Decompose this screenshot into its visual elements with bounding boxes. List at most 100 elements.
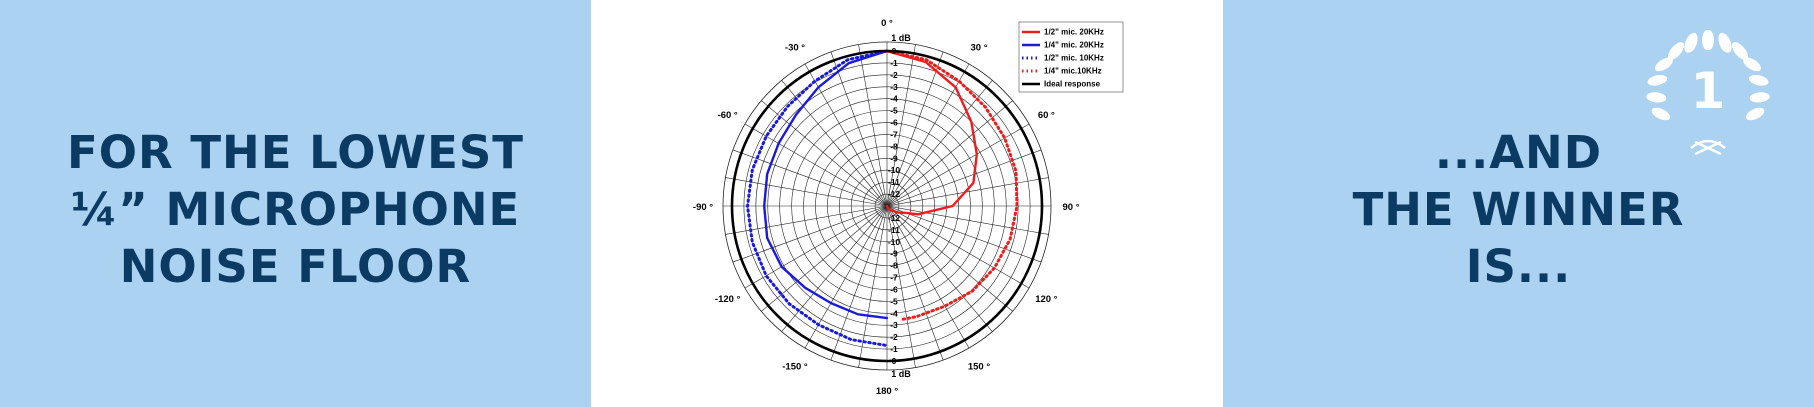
radial-tick-label: -1 (890, 58, 898, 68)
left-heading-line: FOR THE LOWEST (67, 126, 524, 179)
laurel-wreath-icon: 1 (1646, 30, 1770, 156)
radial-tick-label: -12 (888, 189, 901, 199)
grid-spoke (886, 205, 916, 368)
laurel-ribbon (1690, 139, 1726, 156)
legend-entry: 1/4" mic.10KHz (1044, 67, 1102, 76)
radial-tick-label: -8 (890, 141, 898, 151)
winner-number: 1 (1691, 62, 1726, 120)
angle-label: -30 ° (785, 43, 805, 54)
radial-tick-label: -8 (890, 261, 898, 271)
right-panel: ...AND THE WINNER IS... 1 (1223, 0, 1814, 407)
laurel-leaf (1655, 57, 1673, 72)
grid-spoke (886, 205, 1013, 312)
polar-chart: 00-1-1-2-2-3-3-4-4-5-5-6-6-7-7-8-8-9-9-1… (693, 18, 1124, 397)
radial-tick-label: -2 (890, 332, 898, 342)
legend-entry: 1/2" mic. 10KHz (1044, 54, 1104, 63)
angle-label: 180 ° (876, 386, 898, 397)
angle-label: -150 ° (782, 361, 808, 372)
polar-chart-panel: 0 0 -1 -1 -2 -2 -3 -3 -4 -4 -5 -5 -6 -6 -7 -7 -8 -8 -9 -9 -1… (591, 0, 1223, 407)
angle-label: -60 ° (718, 110, 738, 121)
laurel-leaf (1748, 74, 1769, 86)
radial-tick-label: -6 (890, 118, 898, 128)
series-line (885, 49, 978, 216)
laurel-leaf (1732, 41, 1747, 60)
radial-tick-label: -5 (890, 106, 898, 116)
laurel-leaf (1667, 43, 1683, 60)
grid-spoke (886, 205, 993, 332)
radial-tick-label: -10 (888, 237, 901, 247)
legend-entry: 1/4" mic. 20KHz (1044, 41, 1104, 50)
laurel-leaf (1647, 74, 1668, 86)
radial-tick-label: -4 (890, 308, 898, 318)
radial-tick-label: -5 (890, 296, 898, 306)
laurel-leaf (1749, 92, 1770, 103)
radial-tick-label: -6 (890, 284, 898, 294)
grid-spoke (886, 44, 916, 207)
series-line (730, 49, 1044, 363)
radial-tick-label: 0 (892, 46, 897, 56)
series-line (746, 49, 889, 347)
laurel-leaf (1745, 107, 1765, 121)
grid-spoke (886, 205, 1042, 263)
radial-tick-label: -7 (890, 273, 898, 283)
laurel-leaf (1702, 30, 1713, 50)
grid-spoke (886, 205, 1030, 289)
left-heading-line: ¼” MICROPHONE (70, 183, 521, 236)
angle-label: 120 ° (1035, 294, 1057, 305)
grid-spoke (725, 177, 888, 207)
grid-spoke (886, 123, 1030, 207)
radial-tick-label: -7 (890, 129, 898, 139)
angle-label: -120 ° (715, 294, 741, 305)
grid-spoke (744, 205, 888, 289)
radial-tick-label: -3 (890, 320, 898, 330)
right-heading-line: IS... (1465, 240, 1572, 293)
laurel-leaf (1651, 107, 1671, 121)
angle-label: 90 ° (1062, 202, 1079, 213)
radial-tick-label: 0 (892, 356, 897, 366)
grid-spoke (886, 205, 970, 349)
laurel-leaf (1684, 33, 1697, 53)
radial-tick-label: -11 (888, 177, 900, 187)
grid-spoke (858, 44, 888, 207)
radial-tick-label: -3 (890, 82, 898, 92)
left-heading-line: NOISE FLOOR (119, 240, 472, 293)
right-heading: ...AND THE WINNER IS... (1223, 124, 1814, 295)
laurel-leaf (1718, 32, 1730, 53)
grid-spoke (781, 80, 888, 207)
series-line (885, 49, 1019, 321)
angle-label: -90 ° (693, 202, 713, 213)
grid-spoke (886, 149, 1042, 207)
radial-unit-label: 1 dB (891, 369, 911, 379)
right-heading-line: THE WINNER (1352, 183, 1685, 236)
radial-tick-label: -9 (890, 153, 898, 163)
grid-spoke (886, 177, 1049, 207)
right-heading-line: ...AND (1434, 126, 1603, 179)
grid-spoke (886, 205, 944, 361)
radial-tick-label: -1 (890, 344, 898, 354)
grid-spoke (725, 205, 888, 235)
grid-spoke (886, 205, 1049, 235)
legend-entry: 1/2" mic. 20KHz (1044, 28, 1104, 37)
radial-tick-label: -4 (890, 94, 898, 104)
grid-spoke (761, 100, 888, 207)
grid-spoke (744, 123, 888, 207)
grid-spoke (886, 51, 944, 207)
grid-spoke (732, 149, 888, 207)
legend-entry: Ideal response (1044, 80, 1101, 89)
angle-label: 30 ° (970, 43, 987, 54)
grid-spoke (886, 80, 993, 207)
grid-spoke (830, 51, 888, 207)
angle-label: 0 ° (881, 18, 893, 29)
left-heading: FOR THE LOWEST ¼” MICROPHONE NOISE FLOOR (0, 124, 591, 295)
angle-label: 60 ° (1038, 110, 1055, 121)
radial-tick-label: -10 (888, 165, 901, 175)
angle-label: 150 ° (968, 361, 990, 372)
laurel-leaf (1646, 92, 1667, 103)
radial-tick-label: -11 (888, 225, 900, 235)
radial-tick-label: -9 (890, 249, 898, 259)
grid-spoke (761, 205, 888, 312)
laurel-leaf (1743, 57, 1761, 72)
radial-tick-label: -2 (890, 70, 898, 80)
series-line (763, 49, 889, 320)
radial-tick-label: -12 (888, 213, 901, 223)
